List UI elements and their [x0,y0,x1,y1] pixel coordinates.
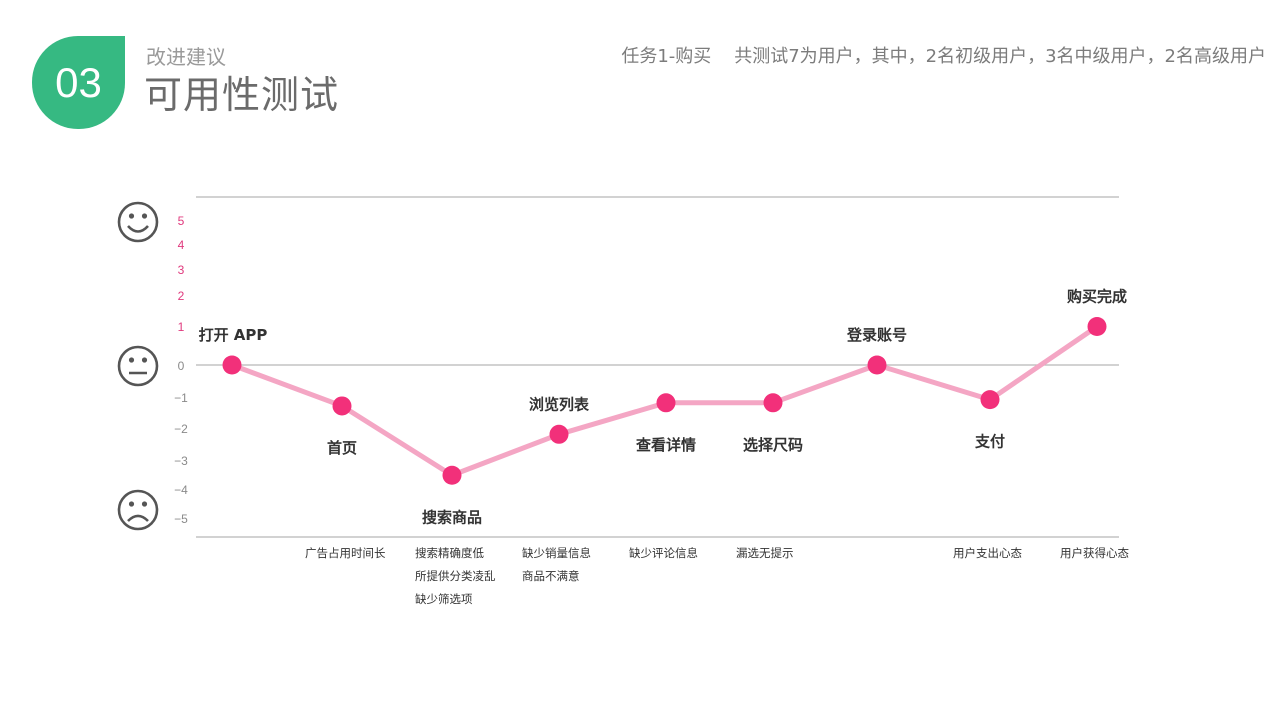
issue-annotation: 用户支出心态 [953,546,1022,560]
issue-annotation: 广告占用时间长 [305,546,386,560]
data-point [656,393,676,413]
smiley-icon [117,201,159,243]
data-point [332,396,352,416]
point-label: 打开 APP [199,326,268,344]
data-point [549,424,569,444]
issue-annotation: 漏选无提示 [736,546,794,560]
y-tick-label: −3 [174,454,188,468]
issue-annotation: 缺少销量信息 [522,546,591,560]
data-point [980,390,1000,410]
y-tick-label: −4 [174,483,188,497]
data-point [763,393,783,413]
issue-annotation: 用户获得心态 [1060,546,1129,560]
point-label: 登录账号 [846,326,907,344]
sad-face-icon [117,489,159,531]
y-tick-label: −5 [174,512,188,526]
data-point [442,465,462,485]
section-subtitle: 改进建议 [146,45,226,69]
point-label: 浏览列表 [529,395,590,413]
y-tick-label: 1 [178,320,185,334]
point-label: 首页 [327,439,357,457]
point-label: 选择尺码 [743,436,803,454]
y-tick-label: 4 [178,238,185,252]
y-tick-label: 5 [178,214,185,228]
issue-annotation: 商品不满意 [522,569,580,583]
point-label: 购买完成 [1067,288,1127,306]
point-label: 查看详情 [636,436,696,454]
y-tick-label: −1 [174,391,188,405]
issue-annotation: 所提供分类凌乱 [415,569,496,583]
y-tick-label: 2 [178,289,185,303]
section-number-badge: 03 [32,36,125,129]
issue-annotation: 缺少评论信息 [629,546,698,560]
data-point [222,355,242,375]
issue-annotation: 搜索精确度低 [415,546,484,560]
data-point [1087,317,1107,336]
point-label: 支付 [974,433,1005,451]
neutral-face-icon [117,345,159,387]
y-tick-label: 0 [178,359,185,373]
y-tick-label: 3 [178,263,185,277]
data-point [867,355,887,375]
section-number: 03 [55,59,102,106]
issue-annotation: 缺少筛选项 [415,592,473,606]
test-description: 任务1-购买 共测试7为用户，其中，2名初级用户，3名中级用户，2名高级用户 [621,46,1266,67]
point-label: 搜索商品 [422,508,482,526]
y-tick-label: −2 [174,422,188,436]
page-title: 可用性测试 [144,73,340,117]
